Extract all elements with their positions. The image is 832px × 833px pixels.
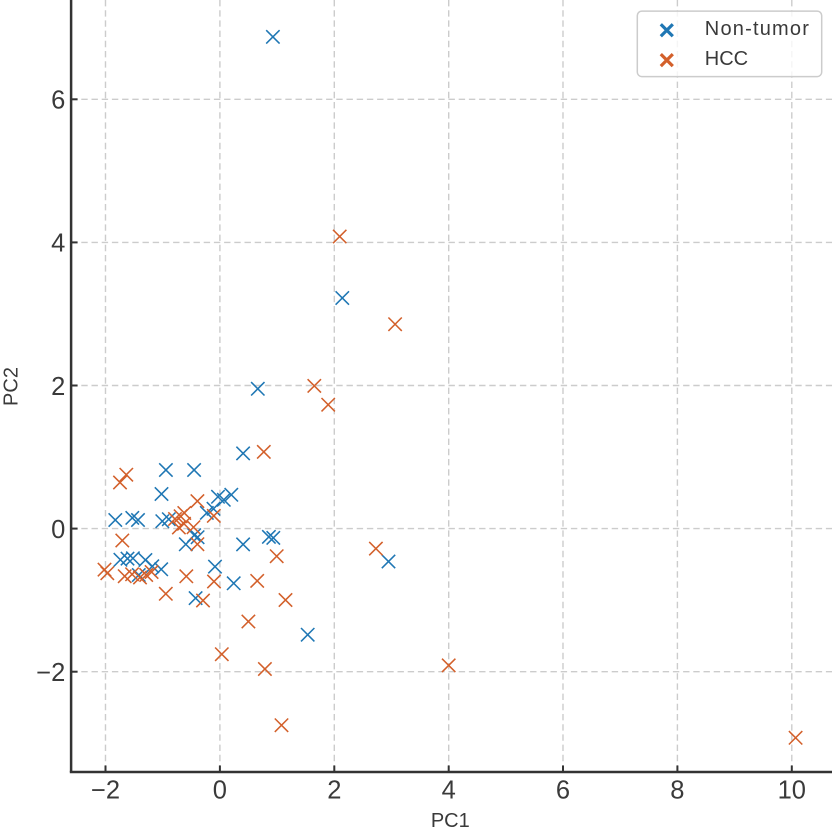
svg-text:−2: −2 — [36, 659, 65, 687]
svg-text:HCC: HCC — [705, 48, 748, 70]
svg-text:2: 2 — [327, 777, 341, 805]
svg-text:2: 2 — [51, 373, 65, 401]
svg-text:4: 4 — [442, 777, 456, 805]
svg-text:PC2: PC2 — [1, 367, 23, 406]
svg-text:4: 4 — [51, 230, 65, 258]
svg-text:0: 0 — [51, 516, 65, 544]
svg-text:6: 6 — [556, 777, 570, 805]
svg-text:PC1: PC1 — [431, 810, 470, 828]
svg-text:−2: −2 — [91, 777, 120, 805]
svg-text:Non-tumor: Non-tumor — [705, 18, 810, 40]
svg-text:10: 10 — [778, 777, 806, 805]
svg-text:6: 6 — [51, 87, 65, 115]
svg-text:0: 0 — [213, 777, 227, 805]
svg-text:8: 8 — [670, 777, 684, 805]
